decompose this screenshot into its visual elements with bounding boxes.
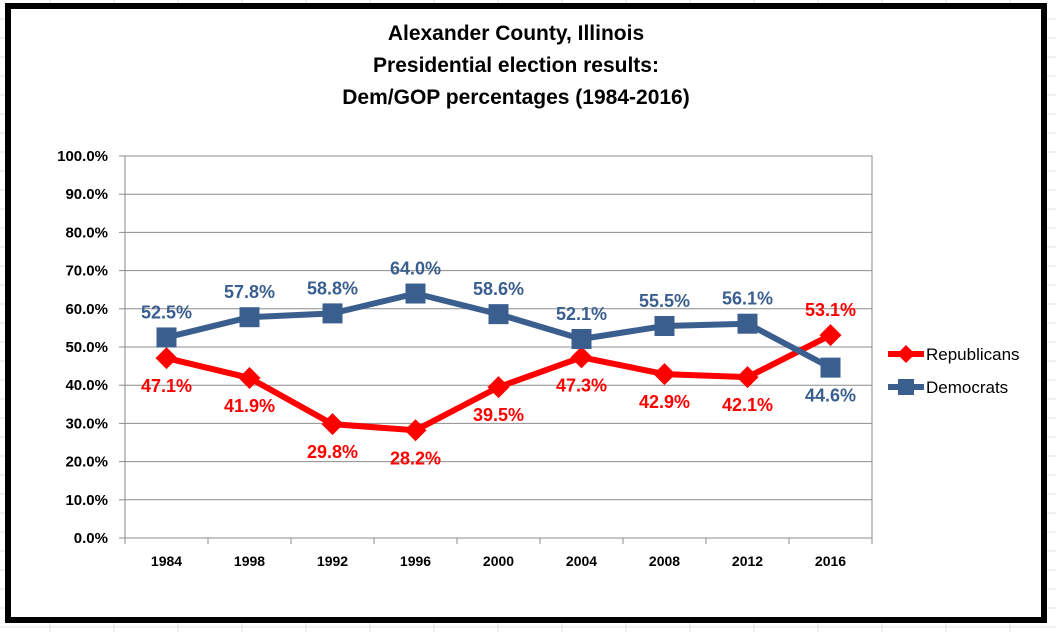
data-label-republicans: 47.1%: [141, 376, 192, 396]
y-tick-label: 40.0%: [65, 377, 108, 394]
data-point-republicans: [321, 413, 344, 436]
data-label-democrats: 58.6%: [473, 279, 524, 299]
legend-label-republicans: Republicans: [926, 345, 1020, 364]
data-label-democrats: 64.0%: [390, 259, 441, 279]
series-layer: [155, 283, 842, 442]
data-label-republicans: 47.3%: [556, 375, 607, 395]
legend: Republicans Democrats: [888, 345, 1020, 397]
data-point-democrats: [654, 315, 675, 336]
y-tick-label: 0.0%: [74, 530, 108, 547]
y-tick-label: 80.0%: [65, 224, 108, 241]
data-point-democrats: [820, 357, 841, 378]
data-point-democrats: [405, 283, 426, 304]
data-label-republicans: 39.5%: [473, 405, 524, 425]
data-label-democrats: 52.5%: [141, 302, 192, 322]
x-tick-label: 2004: [566, 553, 597, 569]
y-tick-label: 70.0%: [65, 263, 108, 280]
data-point-republicans: [404, 419, 427, 442]
x-tick-label: 2000: [483, 553, 514, 569]
data-label-democrats: 56.1%: [722, 289, 773, 309]
data-point-republicans: [487, 376, 510, 399]
data-point-republicans: [238, 366, 261, 389]
x-tick-label: 1996: [400, 553, 431, 569]
data-point-democrats: [322, 303, 343, 324]
x-tick-label: 1998: [234, 553, 265, 569]
y-tick-label: 90.0%: [65, 186, 108, 203]
data-label-republicans: 42.9%: [639, 392, 690, 412]
data-label-republicans: 42.1%: [722, 395, 773, 415]
chart-title-line-2: Presidential election results:: [373, 54, 659, 77]
y-tick-label: 10.0%: [65, 492, 108, 509]
data-label-democrats: 44.6%: [805, 386, 856, 406]
legend-label-democrats: Democrats: [926, 378, 1008, 397]
data-point-republicans: [736, 366, 759, 389]
data-label-republicans: 41.9%: [224, 396, 275, 416]
x-axis-ticks: 1984 1998 1992 1996 2000 2004 2008 2012 2016: [124, 538, 873, 569]
data-point-republicans: [570, 346, 593, 369]
y-tick-label: 50.0%: [65, 339, 108, 356]
x-tick-label: 2008: [649, 553, 680, 569]
data-point-democrats: [488, 304, 509, 325]
legend-item-republicans: Republicans: [888, 345, 1020, 364]
legend-diamond-marker: [897, 345, 915, 363]
x-tick-label: 1984: [151, 553, 182, 569]
data-point-republicans: [653, 363, 676, 386]
chart-frame: [5, 3, 1047, 623]
data-label-republicans: 53.1%: [805, 300, 856, 320]
data-label-democrats: 57.8%: [224, 282, 275, 302]
y-tick-label: 20.0%: [65, 454, 108, 471]
y-tick-label: 100.0%: [57, 148, 108, 165]
legend-item-democrats: Democrats: [888, 378, 1008, 397]
chart-title-line-3: Dem/GOP percentages (1984-2016): [342, 86, 689, 109]
x-tick-label: 2012: [732, 553, 763, 569]
data-label-democrats: 52.1%: [556, 304, 607, 324]
legend-square-marker: [898, 379, 914, 395]
data-point-republicans: [819, 324, 842, 347]
y-tick-label: 30.0%: [65, 415, 108, 432]
x-tick-label: 2016: [815, 553, 846, 569]
data-point-democrats: [737, 313, 758, 334]
data-label-democrats: 58.8%: [307, 278, 358, 298]
data-labels: 47.1% 41.9% 29.8% 28.2% 39.5% 47.3% 42.9% 42.1%…: [141, 259, 856, 469]
chart-title-line-1: Alexander County, Illinois: [388, 22, 644, 45]
data-label-republicans: 29.8%: [307, 442, 358, 462]
y-tick-label: 60.0%: [65, 301, 108, 318]
data-point-democrats: [156, 327, 177, 348]
x-tick-label: 1992: [317, 553, 348, 569]
data-point-democrats: [571, 328, 592, 349]
data-point-democrats: [239, 307, 260, 328]
data-point-republicans: [155, 347, 178, 370]
y-axis-ticks: 0.0% 10.0% 20.0% 30.0% 40.0% 50.0% 60.0% 70.0% 8…: [57, 148, 108, 547]
data-label-democrats: 55.5%: [639, 291, 690, 311]
data-label-republicans: 28.2%: [390, 448, 441, 468]
